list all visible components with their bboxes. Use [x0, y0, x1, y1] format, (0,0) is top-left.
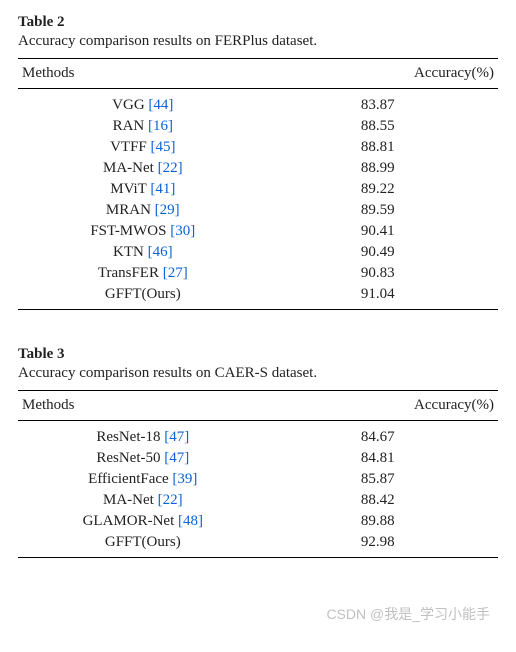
method-name: GFFT(Ours)	[105, 534, 181, 550]
accuracy-cell: 90.49	[268, 242, 498, 263]
method-name: MA-Net	[103, 160, 154, 176]
results-table: MethodsAccuracy(%)ResNet-18 [47]84.67Res…	[18, 390, 498, 558]
method-cell: VTFF [45]	[18, 137, 268, 158]
table-row: VGG [44]83.87	[18, 89, 498, 117]
col-header-accuracy: Accuracy(%)	[268, 391, 498, 421]
method-cell: MRAN [29]	[18, 200, 268, 221]
method-name: VTFF	[110, 139, 147, 155]
citation-ref[interactable]: [48]	[178, 513, 203, 529]
citation-ref[interactable]: [46]	[148, 244, 173, 260]
table-block: Table 2 Accuracy comparison results on FE…	[18, 14, 498, 310]
method-name: EfficientFace	[88, 471, 169, 487]
method-name: FST-MWOS	[90, 223, 166, 239]
table-caption: Accuracy comparison results on FERPlus d…	[18, 33, 498, 50]
accuracy-cell: 91.04	[268, 284, 498, 310]
accuracy-cell: 89.88	[268, 511, 498, 532]
method-cell: VGG [44]	[18, 89, 268, 117]
citation-ref[interactable]: [16]	[148, 118, 173, 134]
method-name: TransFER	[98, 265, 159, 281]
accuracy-cell: 90.41	[268, 221, 498, 242]
table-row: GFFT(Ours) 91.04	[18, 284, 498, 310]
method-cell: MA-Net [22]	[18, 158, 268, 179]
accuracy-cell: 89.59	[268, 200, 498, 221]
accuracy-cell: 88.42	[268, 490, 498, 511]
accuracy-cell: 89.22	[268, 179, 498, 200]
watermark-text: CSDN @我是_学习小能手	[326, 604, 490, 624]
table-row: MA-Net [22]88.42	[18, 490, 498, 511]
table-label: Table 2	[18, 14, 498, 31]
citation-ref[interactable]: [30]	[170, 223, 195, 239]
method-name: ResNet-18	[96, 429, 160, 445]
accuracy-cell: 88.81	[268, 137, 498, 158]
method-cell: EfficientFace [39]	[18, 469, 268, 490]
col-header-methods: Methods	[18, 391, 268, 421]
table-row: GFFT(Ours) 92.98	[18, 532, 498, 558]
citation-ref[interactable]: [22]	[158, 160, 183, 176]
method-name: VGG	[112, 97, 145, 113]
table-row: ResNet-50 [47]84.81	[18, 448, 498, 469]
method-name: GFFT(Ours)	[105, 286, 181, 302]
method-name: GLAMOR-Net	[83, 513, 175, 529]
citation-ref[interactable]: [39]	[172, 471, 197, 487]
citation-ref[interactable]: [47]	[164, 429, 189, 445]
table-row: RAN [16]88.55	[18, 116, 498, 137]
method-name: MA-Net	[103, 492, 154, 508]
method-name: MRAN	[106, 202, 151, 218]
citation-ref[interactable]: [45]	[151, 139, 176, 155]
table-label: Table 3	[18, 346, 498, 363]
table-row: MA-Net [22]88.99	[18, 158, 498, 179]
method-cell: GLAMOR-Net [48]	[18, 511, 268, 532]
table-row: GLAMOR-Net [48]89.88	[18, 511, 498, 532]
method-name: MViT	[110, 181, 146, 197]
table-block: Table 3 Accuracy comparison results on CA…	[18, 346, 498, 558]
accuracy-cell: 85.87	[268, 469, 498, 490]
accuracy-cell: 83.87	[268, 89, 498, 117]
accuracy-cell: 88.99	[268, 158, 498, 179]
method-cell: ResNet-50 [47]	[18, 448, 268, 469]
method-cell: TransFER [27]	[18, 263, 268, 284]
method-cell: FST-MWOS [30]	[18, 221, 268, 242]
results-table: MethodsAccuracy(%)VGG [44]83.87RAN [16]8…	[18, 58, 498, 310]
method-cell: MViT [41]	[18, 179, 268, 200]
method-cell: GFFT(Ours)	[18, 532, 268, 558]
citation-ref[interactable]: [22]	[158, 492, 183, 508]
table-row: VTFF [45]88.81	[18, 137, 498, 158]
method-cell: GFFT(Ours)	[18, 284, 268, 310]
table-row: TransFER [27]90.83	[18, 263, 498, 284]
accuracy-cell: 88.55	[268, 116, 498, 137]
citation-ref[interactable]: [41]	[150, 181, 175, 197]
method-name: RAN	[113, 118, 145, 134]
citation-ref[interactable]: [29]	[155, 202, 180, 218]
col-header-methods: Methods	[18, 59, 268, 89]
table-row: KTN [46]90.49	[18, 242, 498, 263]
accuracy-cell: 90.83	[268, 263, 498, 284]
method-cell: MA-Net [22]	[18, 490, 268, 511]
table-caption: Accuracy comparison results on CAER-S da…	[18, 365, 498, 382]
method-cell: RAN [16]	[18, 116, 268, 137]
accuracy-cell: 84.67	[268, 421, 498, 449]
method-cell: ResNet-18 [47]	[18, 421, 268, 449]
citation-ref[interactable]: [27]	[163, 265, 188, 281]
method-name: ResNet-50	[96, 450, 160, 466]
table-row: MViT [41]89.22	[18, 179, 498, 200]
table-row: FST-MWOS [30]90.41	[18, 221, 498, 242]
citation-ref[interactable]: [44]	[148, 97, 173, 113]
table-row: ResNet-18 [47]84.67	[18, 421, 498, 449]
table-row: EfficientFace [39]85.87	[18, 469, 498, 490]
method-name: KTN	[113, 244, 144, 260]
accuracy-cell: 84.81	[268, 448, 498, 469]
citation-ref[interactable]: [47]	[164, 450, 189, 466]
table-row: MRAN [29]89.59	[18, 200, 498, 221]
method-cell: KTN [46]	[18, 242, 268, 263]
col-header-accuracy: Accuracy(%)	[268, 59, 498, 89]
accuracy-cell: 92.98	[268, 532, 498, 558]
